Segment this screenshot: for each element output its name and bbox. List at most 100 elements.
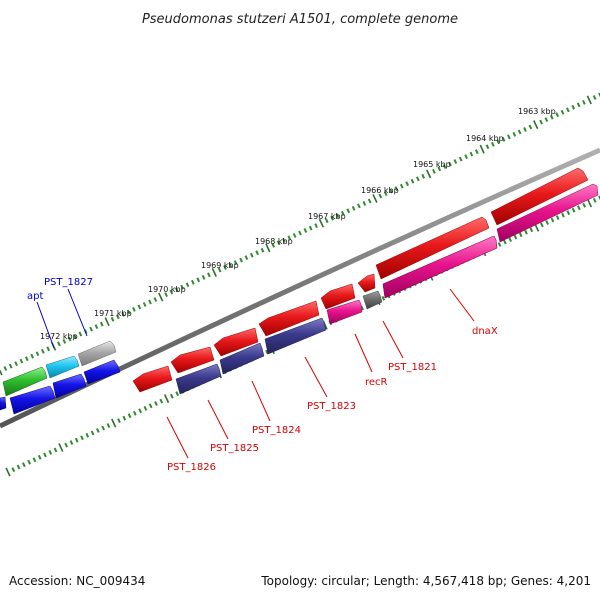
gene-apt-lower[interactable] xyxy=(52,373,87,399)
outer-ring-tick xyxy=(46,346,51,352)
gene-pst-1826-lower[interactable] xyxy=(175,363,222,395)
gene-green-upper[interactable] xyxy=(2,366,48,397)
gene-pst-1824-upper[interactable] xyxy=(213,327,259,357)
inner-ring-tick xyxy=(106,423,111,428)
label-pst-1823[interactable]: PST_1823 xyxy=(307,401,356,412)
label-pst-1825[interactable]: PST_1825 xyxy=(210,443,259,454)
tick-label-1966: 1966 kbp xyxy=(361,186,399,195)
outer-ring-tick xyxy=(169,289,174,295)
outer-ring-tick xyxy=(217,267,222,273)
outer-ring-tick xyxy=(271,242,276,248)
outer-ring-tick xyxy=(190,279,195,285)
outer-ring-tick xyxy=(362,200,367,206)
outer-ring-tick xyxy=(265,243,271,253)
outer-ring-tick xyxy=(0,369,3,376)
gene-pst-1824-lower[interactable] xyxy=(264,317,327,355)
label-pst-1827[interactable]: PST_1827 xyxy=(44,277,93,288)
map-title: Pseudomonas stutzeri A1501, complete gen… xyxy=(142,12,458,27)
accession-text: Accession: NC_009434 xyxy=(9,574,146,588)
gene-pst-1823-upper[interactable] xyxy=(258,300,320,337)
label-pst-1826[interactable]: PST_1826 xyxy=(167,462,216,473)
inner-ring-tick xyxy=(85,432,90,438)
outer-ring-tick xyxy=(410,178,415,184)
inner-ring-tick xyxy=(80,435,84,441)
gene-dnax-upper[interactable] xyxy=(490,167,589,226)
outer-ring-tick xyxy=(298,230,302,236)
inner-ring-tick xyxy=(154,401,158,406)
outer-ring-tick xyxy=(464,154,468,160)
outer-ring-tick xyxy=(174,287,179,293)
inner-ring-tick xyxy=(37,454,42,460)
outer-ring-tick xyxy=(523,127,527,132)
inner-ring-tick xyxy=(497,242,502,247)
gene-pst-1823-lower[interactable] xyxy=(326,299,363,325)
gene-track-lower xyxy=(9,183,599,415)
gene-pst-1821-lower[interactable] xyxy=(382,235,498,299)
gene-recr-lower[interactable] xyxy=(362,290,383,310)
gene-blue-edge-upper[interactable] xyxy=(0,396,7,411)
outer-ring-tick xyxy=(35,351,40,357)
outer-ring-tick xyxy=(228,262,233,268)
gene-dnax-b-upper[interactable] xyxy=(375,216,490,280)
inner-ring-tick xyxy=(175,391,180,397)
gene-dnax-lower[interactable] xyxy=(496,183,599,243)
outer-ring-tick xyxy=(57,341,61,347)
outer-ring-tick xyxy=(260,247,265,253)
gene-pst-1822-upper[interactable] xyxy=(320,283,356,310)
outer-ring-tick xyxy=(394,186,399,192)
gene-blue-cds-lower[interactable] xyxy=(9,385,56,415)
inner-ring-tick xyxy=(74,437,79,443)
inner-ring-tick xyxy=(143,405,148,411)
outer-ring-tick xyxy=(586,95,592,105)
outer-ring-tick xyxy=(346,208,351,214)
label-dnax[interactable]: dnaX xyxy=(472,326,498,337)
leader-pst-1827 xyxy=(67,288,88,337)
outer-ring-tick xyxy=(3,366,8,371)
inner-ring-tick xyxy=(138,408,143,414)
leader-pst-1824 xyxy=(251,380,271,422)
tick-label-1969: 1969 kbp xyxy=(201,261,239,270)
gene-pst-1825-lower[interactable] xyxy=(219,342,265,375)
leader-pst-1823 xyxy=(304,356,328,398)
inner-ring-tick xyxy=(555,215,560,221)
label-apt[interactable]: apt xyxy=(27,291,43,302)
outer-ring-tick xyxy=(490,141,495,147)
outer-ring-tick xyxy=(367,198,372,204)
outer-ring-tick xyxy=(303,228,308,233)
outer-ring-tick xyxy=(448,161,452,167)
outer-ring-tick xyxy=(528,124,533,130)
outer-ring-tick xyxy=(137,304,142,310)
gene-pst-1826-upper[interactable] xyxy=(132,365,173,393)
outer-ring-tick xyxy=(211,267,217,277)
inner-ring-tick xyxy=(64,442,69,448)
label-pst-1824[interactable]: PST_1824 xyxy=(252,425,301,436)
outer-ring-tick xyxy=(30,353,35,359)
outer-ring-tick xyxy=(576,102,581,108)
outer-ring-tick xyxy=(201,274,206,280)
label-pst-1821[interactable]: PST_1821 xyxy=(388,362,437,373)
outer-ring-tick xyxy=(485,144,490,150)
outer-ring-tick xyxy=(94,324,99,330)
gene-recr-upper[interactable] xyxy=(357,273,376,293)
outer-ring-tick xyxy=(142,302,147,307)
outer-ring-tick xyxy=(565,107,570,113)
gene-apt-upper[interactable] xyxy=(45,355,80,379)
tick-label-1967: 1967 kbp xyxy=(308,212,346,221)
outer-ring-tick xyxy=(89,326,93,332)
genome-backbone xyxy=(0,147,600,429)
outer-ring-tick xyxy=(474,149,479,155)
inner-ring-tick xyxy=(48,449,53,455)
inner-ring-tick xyxy=(598,195,600,201)
gene-pst-1827-lower[interactable] xyxy=(83,359,121,385)
inner-ring-tick xyxy=(69,440,74,446)
gene-pst-1825-upper[interactable] xyxy=(170,346,215,374)
outer-ring-tick xyxy=(549,114,554,120)
tick-label-1970: 1970 kbp xyxy=(148,285,186,294)
outer-ring-tick xyxy=(560,109,565,115)
inner-ring-tick xyxy=(43,452,47,458)
leader-pst-1825 xyxy=(207,399,229,440)
outer-ring-tick xyxy=(110,316,115,322)
gene-pst-1827-upper[interactable] xyxy=(77,340,117,367)
label-recr[interactable]: recR xyxy=(365,377,388,388)
outer-ring-tick xyxy=(555,112,560,118)
